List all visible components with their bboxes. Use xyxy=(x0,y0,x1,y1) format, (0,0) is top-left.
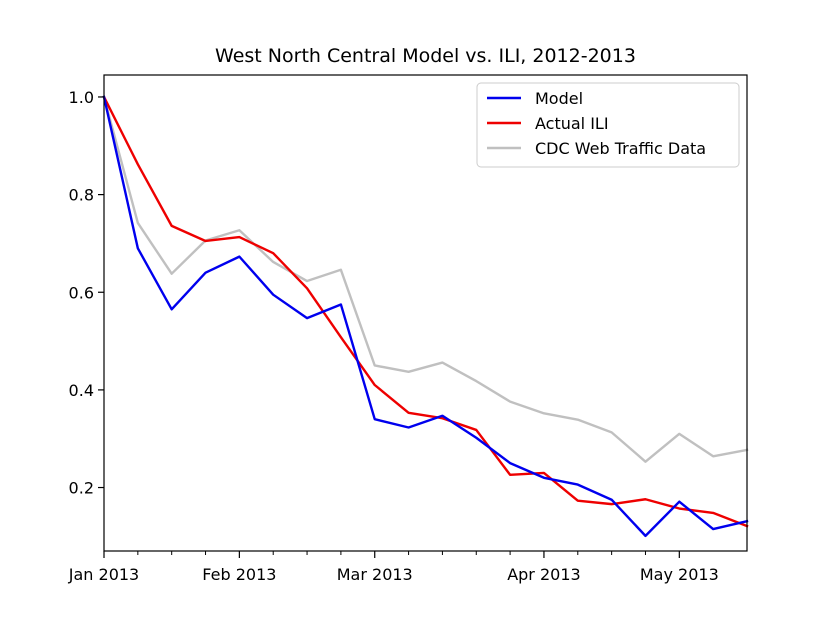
chart-title: West North Central Model vs. ILI, 2012-2… xyxy=(215,45,636,67)
x-tick-label: Jan 2013 xyxy=(68,565,139,584)
series-line-model xyxy=(102,95,749,538)
legend: Model Actual ILI CDC Web Traffic Data xyxy=(476,82,740,168)
x-tick-label: May 2013 xyxy=(640,565,719,584)
y-axis: 0.2 0.4 0.6 0.8 1.0 xyxy=(69,88,104,498)
x-tick-label: Apr 2013 xyxy=(507,565,580,584)
legend-items: Model Actual ILI CDC Web Traffic Data xyxy=(487,89,706,158)
x-axis: Jan 2013 Feb 2013 Mar 2013 Apr 2013 May 2013 xyxy=(68,551,719,584)
legend-box xyxy=(476,82,740,168)
plot-frame xyxy=(103,74,748,552)
y-tick-label: 0.2 xyxy=(69,479,94,498)
y-tick-label: 0.6 xyxy=(69,283,94,302)
x-tick-label: Mar 2013 xyxy=(337,565,413,584)
x-tick-label: Feb 2013 xyxy=(202,565,276,584)
series-layer xyxy=(102,95,749,538)
legend-label: CDC Web Traffic Data xyxy=(535,139,706,158)
y-tick-label: 1.0 xyxy=(69,88,94,107)
y-tick-label: 0.4 xyxy=(69,381,94,400)
legend-label: Model xyxy=(535,89,583,108)
series-line-actual-ili xyxy=(102,95,749,528)
legend-label: Actual ILI xyxy=(535,114,609,133)
plot-area: 0.2 0.4 0.6 0.8 1.0 Jan 2013 Feb 2013 Mar 2013… xyxy=(68,74,749,584)
series-line-cdc-web-traffic-data xyxy=(102,95,749,463)
y-tick-label: 0.8 xyxy=(69,186,94,205)
